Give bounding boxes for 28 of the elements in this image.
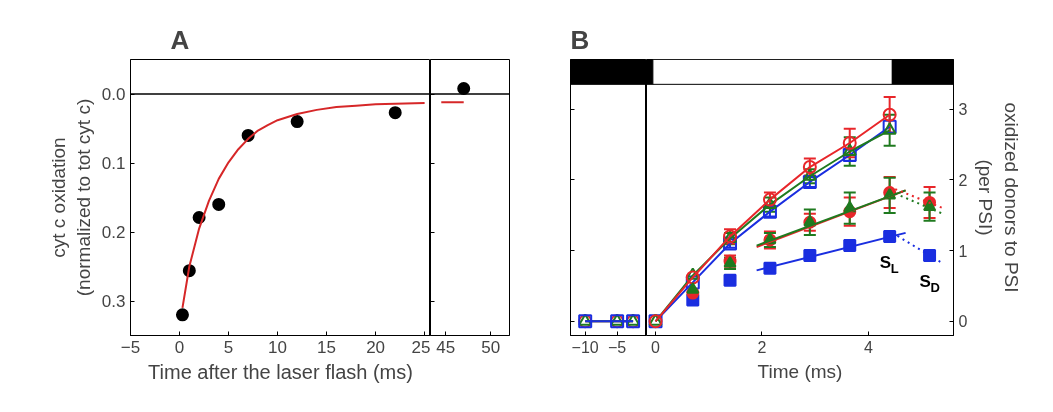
x-tick-label: 2 [757, 338, 767, 356]
chart-title: A [170, 24, 190, 55]
y-axis-title: oxidized donors to PSI (per PSI) [975, 102, 1022, 293]
x-tick-label: 45 [436, 337, 456, 357]
x-tick-label: −10 [571, 338, 599, 356]
x-axis-title: Time after the laser flash (ms) [148, 360, 413, 383]
x-tick-label: 0 [174, 337, 185, 357]
x-tick-label: 20 [366, 337, 386, 357]
x-axis-title: Time (ms) [757, 360, 843, 382]
x-tick-label: 25 [411, 337, 431, 357]
x-tick-label: −5 [120, 337, 141, 357]
x-tick-label: 4 [863, 338, 873, 356]
y-tick-label: 0.1 [101, 154, 126, 173]
x-tick-label: 5 [223, 337, 234, 357]
y-tick-label: 0 [958, 313, 968, 331]
y-axis-title: cyt c oxidation (normalized to tot cyt c) [47, 98, 94, 297]
x-tick-label: 10 [268, 337, 288, 357]
y-tick-label: 0.3 [101, 292, 126, 311]
x-tick-label: 0 [651, 338, 661, 356]
y-tick-label: 0.2 [101, 223, 126, 242]
y-tick-label: 3 [958, 101, 968, 119]
x-tick-label: 15 [317, 337, 337, 357]
y-tick-label: 2 [958, 171, 968, 189]
x-tick-label: −5 [608, 338, 627, 356]
y-tick-label: 1 [958, 242, 968, 260]
y-tick-label: 0.0 [101, 85, 126, 104]
chart-title: B [570, 24, 590, 55]
x-tick-label: 50 [481, 337, 501, 357]
